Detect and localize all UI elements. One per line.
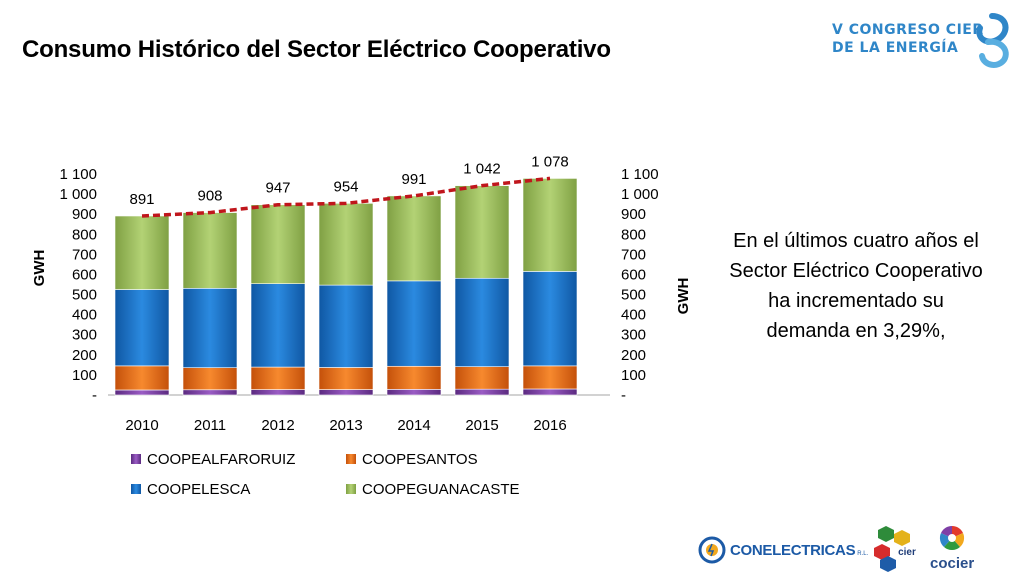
bar-segment xyxy=(114,365,170,391)
partner-logos: CONELECTRICAS R.L. cier cocier xyxy=(690,520,1020,576)
y-tick-label-right: 400 xyxy=(621,307,646,324)
bar-segment xyxy=(386,365,442,390)
bar-segment xyxy=(182,212,238,289)
bar-segment xyxy=(250,204,306,284)
summary-text: En el últimos cuatro años el Sector Eléc… xyxy=(729,230,983,342)
y-tick-label-right: 800 xyxy=(621,226,646,243)
conelectricas-emblem-icon xyxy=(698,536,726,564)
total-data-label: 891 xyxy=(129,191,154,208)
legend-swatch xyxy=(346,454,356,464)
legend-label: COOPELESCA xyxy=(147,481,250,498)
x-tick-label: 2015 xyxy=(465,417,498,434)
y-tick-label-right: 1 000 xyxy=(621,186,659,203)
cier-logo: cier xyxy=(874,524,920,577)
x-tick-label: 2010 xyxy=(125,417,158,434)
y-axis-label-left: GWH xyxy=(31,250,48,287)
event-logo-line1: V CONGRESO CIER xyxy=(832,22,984,38)
bar-segment xyxy=(522,178,578,272)
y-tick-label-left: 600 xyxy=(72,266,97,283)
bar-segment xyxy=(318,203,374,286)
bar-segment xyxy=(522,271,578,367)
legend-swatch xyxy=(131,454,141,464)
bar-segment xyxy=(318,367,374,390)
bar-segment xyxy=(182,288,238,368)
y-tick-label-right: 100 xyxy=(621,367,646,384)
legend-label: COOPESANTOS xyxy=(362,451,478,468)
bar-segment xyxy=(386,195,442,282)
bar-segment xyxy=(114,215,170,290)
bar-segment xyxy=(114,289,170,367)
trend-line xyxy=(141,176,551,218)
legend-swatch xyxy=(346,484,356,494)
total-data-label: 947 xyxy=(265,180,290,197)
y-tick-label-left: 500 xyxy=(72,287,97,304)
cocier-emblem-icon xyxy=(940,525,965,551)
y-tick-label-left: 1 100 xyxy=(59,166,97,183)
legend-swatch xyxy=(131,484,141,494)
cier-text: cier xyxy=(898,547,916,558)
legend-label: COOPEGUANACASTE xyxy=(362,481,520,498)
bar-segment xyxy=(250,366,306,390)
y-tick-label-right: 1 100 xyxy=(621,166,659,183)
total-data-label: 954 xyxy=(333,178,358,195)
y-tick-label-left: 900 xyxy=(72,206,97,223)
swirl-icon xyxy=(976,13,1009,68)
total-data-label: 1 042 xyxy=(463,161,501,178)
bar-segment xyxy=(522,388,578,396)
conelectricas-text: CONELECTRICAS xyxy=(730,541,856,559)
y-tick-label-right: 500 xyxy=(621,287,646,304)
y-tick-label-right: 600 xyxy=(621,266,646,283)
bar-segment xyxy=(318,389,374,396)
y-tick-label-left: 700 xyxy=(72,246,97,263)
bar-segment xyxy=(182,367,238,391)
bar-segment xyxy=(182,389,238,396)
cier-hexagons-icon: cier xyxy=(874,526,920,572)
total-data-label: 908 xyxy=(197,188,222,205)
y-tick-label-left: 400 xyxy=(72,307,97,324)
stacked-bar-chart: - 100 200 300 400 500 600 700 800 900 1 000 1 100 -… xyxy=(31,153,692,498)
y-tick-label-right: 200 xyxy=(621,347,646,364)
y-tick-label-right: - xyxy=(621,387,626,404)
y-tick-label-left: 800 xyxy=(72,226,97,243)
y-tick-label-left: 100 xyxy=(72,367,97,384)
page-title: Consumo Histórico del Sector Eléctrico C… xyxy=(22,36,611,63)
cocier-text: cocier xyxy=(930,555,975,572)
event-logo: V CONGRESO CIER DE LA ENERGÍA xyxy=(832,13,1012,70)
y-tick-label-right: 700 xyxy=(621,246,646,263)
event-logo-line2: DE LA ENERGÍA xyxy=(832,40,959,56)
cocier-logo: cocier xyxy=(930,524,974,572)
y-tick-label-left: 200 xyxy=(72,347,97,364)
conelectricas-logo: CONELECTRICAS R.L. xyxy=(698,536,868,564)
legend-label: COOPEALFARORUIZ xyxy=(147,451,295,468)
total-data-label: 1 078 xyxy=(531,153,569,170)
bar-segment xyxy=(454,388,510,396)
bar-segment xyxy=(318,284,374,368)
x-tick-label: 2011 xyxy=(194,417,226,434)
total-data-label: 991 xyxy=(401,171,426,188)
bar-segment xyxy=(386,280,442,367)
bar-segment xyxy=(250,389,306,396)
x-tick-label: 2012 xyxy=(261,417,294,434)
x-tick-label: 2016 xyxy=(533,417,566,434)
bar-segment xyxy=(522,365,578,390)
conelectricas-suffix: R.L. xyxy=(857,551,869,557)
bar-segment xyxy=(454,277,510,367)
bar-segment xyxy=(250,283,306,368)
bar-segment xyxy=(454,366,510,390)
x-tick-label: 2013 xyxy=(329,417,362,434)
y-tick-label-right: 300 xyxy=(621,327,646,344)
bar-segment xyxy=(114,389,170,396)
bar-segment xyxy=(454,185,510,279)
y-tick-label-left: 300 xyxy=(72,327,97,344)
y-axis-label-right: GWH xyxy=(675,278,692,315)
y-tick-label-right: 900 xyxy=(621,206,646,223)
y-tick-label-left: 1 000 xyxy=(59,186,97,203)
y-tick-label-left: - xyxy=(92,387,97,404)
bar-segment xyxy=(386,389,442,396)
x-tick-label: 2014 xyxy=(397,417,430,434)
